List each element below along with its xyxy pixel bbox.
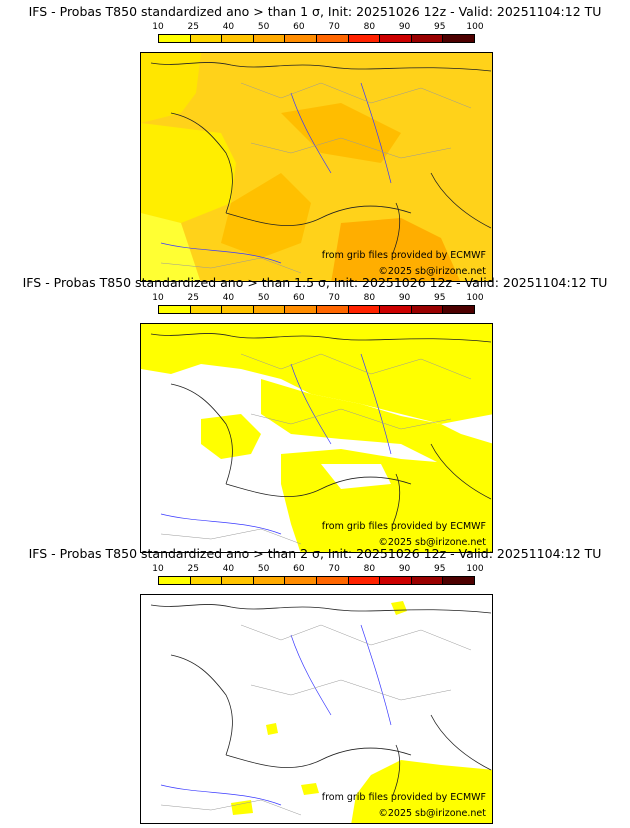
legend-swatch: [222, 577, 254, 584]
legend-label: 60: [293, 564, 305, 574]
legend-label: 70: [328, 564, 340, 574]
legend-labels: 10 25 40 50 60 70 80 90 95 100: [152, 22, 488, 34]
credit-source: from grib files provided by ECMWF: [321, 521, 486, 532]
legend-swatch: [222, 306, 254, 313]
panel-title: IFS - Probas T850 standardized ano > tha…: [22, 275, 608, 290]
credit-copyright: ©2025 sb@irizone.net: [378, 266, 486, 277]
legend-swatch: [159, 306, 191, 313]
legend-swatch: [380, 577, 412, 584]
legend-swatch: [411, 306, 444, 313]
legend-swatch: [443, 35, 474, 42]
legend-label: 100: [466, 293, 484, 303]
legend-label: 95: [434, 564, 446, 574]
legend-swatch: [285, 306, 317, 313]
legend-swatch: [222, 35, 254, 42]
legend-swatch: [190, 577, 223, 584]
legend-label: 90: [398, 564, 411, 574]
legend-label: 90: [398, 293, 411, 303]
legend-swatch: [316, 35, 349, 42]
legend-label: 10: [152, 22, 164, 32]
legend-swatch: [443, 577, 474, 584]
legend-label: 50: [257, 564, 270, 574]
legend-label: 70: [328, 22, 340, 32]
legend-swatch: [253, 577, 286, 584]
legend-labels: 10 25 40 50 60 70 80 90 95 100: [152, 564, 488, 576]
legend-swatch: [348, 577, 381, 584]
legend-swatch: [253, 35, 286, 42]
legend-swatch: [411, 35, 444, 42]
legend-label: 25: [187, 22, 199, 32]
legend-swatch: [443, 306, 474, 313]
legend-label: 95: [434, 293, 446, 303]
legend-label: 10: [152, 564, 164, 574]
legend-label: 80: [363, 293, 376, 303]
legend-label: 70: [328, 293, 340, 303]
legend-swatch: [316, 577, 349, 584]
legend-label: 60: [293, 22, 305, 32]
credit-copyright: ©2025 sb@irizone.net: [378, 808, 486, 819]
legend-label: 10: [152, 293, 164, 303]
legend-swatch: [285, 577, 317, 584]
color-legend: [158, 305, 475, 314]
legend-label: 100: [466, 22, 484, 32]
legend-label: 100: [466, 564, 484, 574]
legend-label: 60: [293, 293, 305, 303]
legend-label: 50: [257, 22, 270, 32]
color-legend: [158, 34, 475, 43]
legend-label: 25: [187, 293, 199, 303]
legend-swatch: [348, 306, 381, 313]
panel-title: IFS - Probas T850 standardized ano > tha…: [28, 546, 602, 561]
legend-label: 80: [363, 564, 376, 574]
legend-swatch: [159, 35, 191, 42]
map-canvas: [141, 324, 492, 552]
legend-label: 90: [398, 22, 411, 32]
legend-label: 95: [434, 22, 446, 32]
legend-swatch: [190, 306, 223, 313]
credit-copyright: ©2025 sb@irizone.net: [378, 537, 486, 548]
credit-source: from grib files provided by ECMWF: [321, 250, 486, 261]
legend-label: 50: [257, 293, 270, 303]
map-panel-2sigma: IFS - Probas T850 standardized ano > tha…: [0, 546, 630, 824]
legend-swatch: [411, 577, 444, 584]
legend-label: 40: [222, 293, 235, 303]
legend-label: 25: [187, 564, 199, 574]
legend-swatch: [190, 35, 223, 42]
legend-swatch: [380, 306, 412, 313]
map-panel-1-5sigma: IFS - Probas T850 standardized ano > tha…: [0, 275, 630, 553]
legend-swatch: [348, 35, 381, 42]
legend-label: 80: [363, 22, 376, 32]
credit-source: from grib files provided by ECMWF: [321, 792, 486, 803]
probability-map: from grib files provided by ECMWF ©2025 …: [140, 323, 493, 553]
legend-swatch: [253, 306, 286, 313]
legend-swatch: [159, 577, 191, 584]
legend-label: 40: [222, 564, 235, 574]
legend-swatch: [380, 35, 412, 42]
map-canvas: [141, 53, 492, 281]
color-legend: [158, 576, 475, 585]
legend-label: 40: [222, 22, 235, 32]
legend-labels: 10 25 40 50 60 70 80 90 95 100: [152, 293, 488, 305]
probability-map: from grib files provided by ECMWF ©2025 …: [140, 594, 493, 824]
legend-swatch: [316, 306, 349, 313]
probability-map: from grib files provided by ECMWF ©2025 …: [140, 52, 493, 282]
legend-swatch: [285, 35, 317, 42]
map-canvas: [141, 595, 492, 823]
panel-title: IFS - Probas T850 standardized ano > tha…: [28, 4, 602, 19]
map-panel-1sigma: IFS - Probas T850 standardized ano > tha…: [0, 4, 630, 282]
